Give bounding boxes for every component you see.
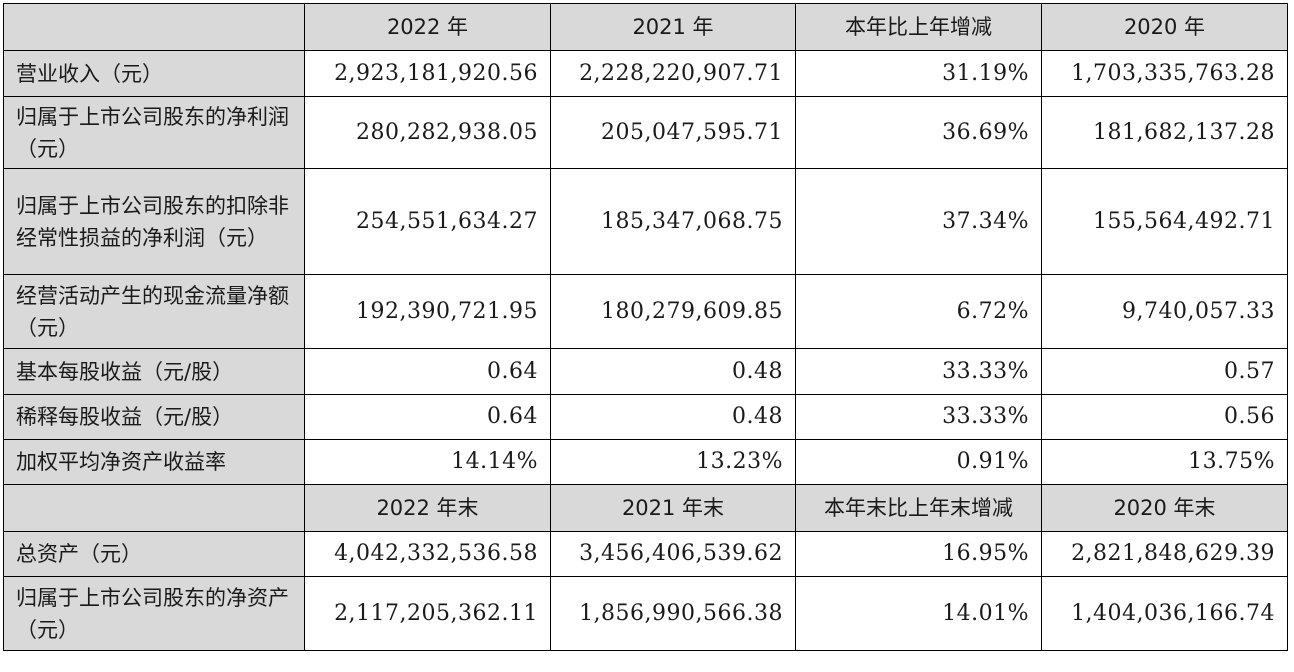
table-cell: 1,856,990,566.38 [550,576,796,651]
table-cell: 0.48 [550,348,796,395]
header-cell: 2021 年 [550,3,796,51]
table-row: 稀释每股收益（元/股） 0.64 0.48 33.33% 0.56 [3,394,1288,440]
table-cell: 2,117,205,362.11 [304,576,551,651]
table-cell: 33.33% [795,394,1042,440]
header-corner-cell [3,3,305,51]
table-cell: 2,821,848,629.39 [1041,531,1288,577]
table-cell: 254,551,634.27 [304,168,551,275]
row-label: 归属于上市公司股东的净利润（元） [3,96,305,169]
table-cell: 16.95% [795,531,1042,577]
table-cell: 0.64 [304,348,551,395]
table-row: 归属于上市公司股东的净利润（元） 280,282,938.05 205,047,… [3,96,1288,169]
header-cell: 2022 年末 [304,484,551,532]
table-cell: 6.72% [795,274,1042,349]
table-row: 加权平均净资产收益率 14.14% 13.23% 0.91% 13.75% [3,439,1288,485]
table-cell: 4,042,332,536.58 [304,531,551,577]
table-cell: 280,282,938.05 [304,96,551,169]
table-cell: 0.91% [795,439,1042,485]
table-row: 归属于上市公司股东的扣除非经常性损益的净利润（元） 254,551,634.27… [3,168,1288,275]
header-row: 2022 年末 2021 年末 本年末比上年末增减 2020 年末 [3,484,1288,532]
row-label: 稀释每股收益（元/股） [3,394,305,440]
table-cell: 14.14% [304,439,551,485]
header-cell: 2022 年 [304,3,551,51]
table-cell: 1,404,036,166.74 [1041,576,1288,651]
table-cell: 1,703,335,763.28 [1041,50,1288,97]
header-corner-cell [3,484,305,532]
table-row: 经营活动产生的现金流量净额（元） 192,390,721.95 180,279,… [3,274,1288,349]
row-label: 营业收入（元） [3,50,305,97]
header-cell: 本年末比上年末增减 [795,484,1042,532]
table-cell: 3,456,406,539.62 [550,531,796,577]
table-row: 归属于上市公司股东的净资产（元） 2,117,205,362.11 1,856,… [3,576,1288,651]
table-cell: 0.57 [1041,348,1288,395]
table-cell: 2,228,220,907.71 [550,50,796,97]
row-label: 归属于上市公司股东的净资产（元） [3,576,305,651]
row-label: 总资产（元） [3,531,305,577]
table-cell: 180,279,609.85 [550,274,796,349]
table-cell: 9,740,057.33 [1041,274,1288,349]
financial-summary-table: 2022 年 2021 年 本年比上年增减 2020 年 营业收入（元） 2,9… [3,3,1288,651]
table-cell: 155,564,492.71 [1041,168,1288,275]
table-cell: 2,923,181,920.56 [304,50,551,97]
table-cell: 181,682,137.28 [1041,96,1288,169]
row-label: 经营活动产生的现金流量净额（元） [3,274,305,349]
row-label: 归属于上市公司股东的扣除非经常性损益的净利润（元） [3,168,305,275]
table-cell: 37.34% [795,168,1042,275]
table-row: 总资产（元） 4,042,332,536.58 3,456,406,539.62… [3,531,1288,577]
table-cell: 31.19% [795,50,1042,97]
header-cell: 2020 年末 [1041,484,1288,532]
table-cell: 192,390,721.95 [304,274,551,349]
table-cell: 36.69% [795,96,1042,169]
table-row: 基本每股收益（元/股） 0.64 0.48 33.33% 0.57 [3,348,1288,395]
header-cell: 本年比上年增减 [795,3,1042,51]
table-cell: 13.75% [1041,439,1288,485]
header-cell: 2021 年末 [550,484,796,532]
table-cell: 14.01% [795,576,1042,651]
table-cell: 13.23% [550,439,796,485]
header-row: 2022 年 2021 年 本年比上年增减 2020 年 [3,3,1288,51]
header-cell: 2020 年 [1041,3,1288,51]
row-label: 基本每股收益（元/股） [3,348,305,395]
table-cell: 33.33% [795,348,1042,395]
table-cell: 0.56 [1041,394,1288,440]
table-cell: 0.48 [550,394,796,440]
table-cell: 185,347,068.75 [550,168,796,275]
table-row: 营业收入（元） 2,923,181,920.56 2,228,220,907.7… [3,50,1288,97]
table-cell: 0.64 [304,394,551,440]
row-label: 加权平均净资产收益率 [3,439,305,485]
table-cell: 205,047,595.71 [550,96,796,169]
